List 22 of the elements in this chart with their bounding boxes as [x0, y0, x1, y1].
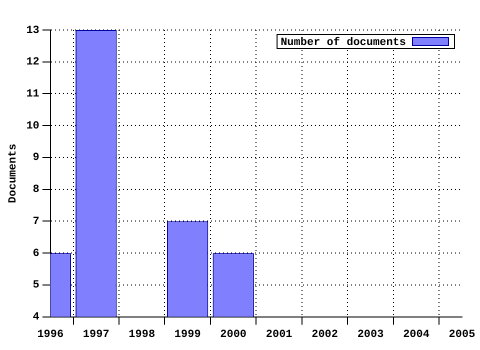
- y-tick-label: 8: [32, 184, 40, 196]
- y-tick-label: 4: [32, 312, 40, 324]
- x-tick-label: 2005: [448, 329, 476, 342]
- y-tick-label: 7: [32, 216, 40, 228]
- x-tick-label: 1996: [37, 329, 64, 342]
- y-tick-label: 10: [26, 120, 40, 132]
- x-tick-label: 2000: [220, 329, 247, 342]
- y-tick-label: 6: [32, 248, 40, 260]
- x-tick-label: 1998: [128, 329, 156, 342]
- y-tick-label: 5: [32, 280, 40, 292]
- y-tick-label: 9: [32, 152, 40, 164]
- x-tick-label: 1997: [82, 329, 110, 342]
- x-tick-label: 1999: [174, 329, 201, 342]
- y-axis-title: Documents: [7, 144, 20, 204]
- y-tick-label: 13: [26, 24, 40, 37]
- y-tick-label: 12: [26, 56, 40, 69]
- x-tick-label: 2003: [357, 329, 384, 342]
- x-tick-label: 2004: [403, 329, 430, 342]
- x-tick-label: 2001: [266, 329, 293, 342]
- legend-label: Number of documents: [280, 36, 406, 49]
- x-tick-label: 2002: [312, 329, 338, 342]
- y-tick-label: 11: [26, 88, 40, 100]
